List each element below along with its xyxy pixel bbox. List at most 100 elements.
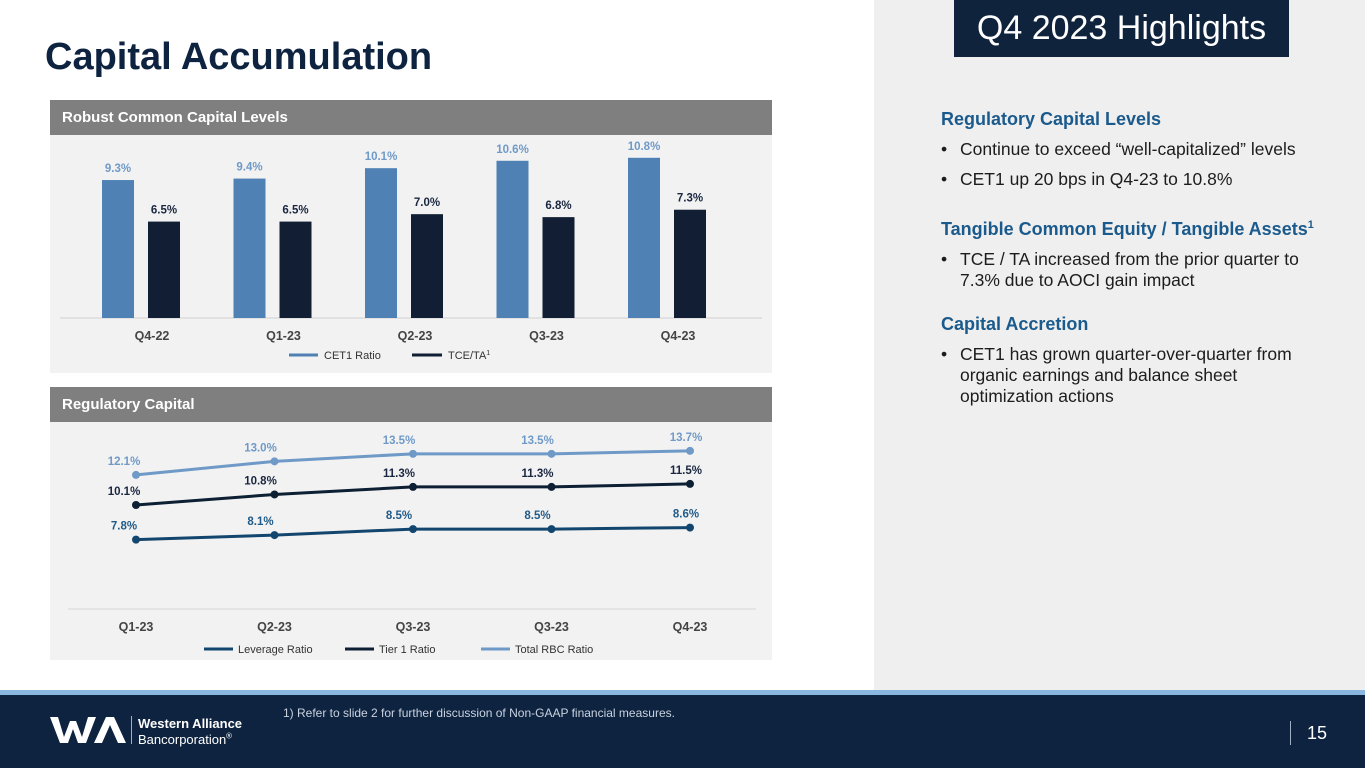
logo-name-line1: Western Alliance	[138, 716, 243, 731]
cet1-bar	[628, 157, 660, 318]
cet1-bar	[102, 180, 134, 318]
regulatory-capital-chart-panel: 12.1% 13.0% 13.5% 13.5% 13.7% 10.1% 10.8% 11.3%…	[50, 387, 772, 660]
data-label: 9.4%	[236, 162, 262, 174]
x-tick-label: Q2-23	[257, 620, 292, 634]
legend-label-leverage-ratio: Leverage Ratio	[238, 644, 313, 656]
data-label: 7.0%	[414, 197, 440, 209]
data-label: 8.1%	[247, 516, 273, 528]
footer-accent-line	[0, 690, 1365, 695]
leverage-ratio-point	[409, 525, 417, 534]
registered-mark: ®	[226, 731, 232, 741]
total-rbc-ratio-point	[270, 457, 279, 466]
cet1-bar	[233, 178, 266, 318]
bullet-text: Continue to exceed “well-capitalized” le…	[960, 139, 1296, 159]
highlights-heading-regulatory-capital: Regulatory Capital Levels	[941, 109, 1162, 129]
data-label: 8.6%	[673, 509, 699, 521]
western-alliance-logo-icon	[50, 717, 126, 743]
bullet-text: CET1 has grown quarter-over-quarter from…	[960, 344, 1292, 406]
legend-label-cet1: CET1 Ratio	[324, 350, 381, 362]
tce-ta-bar	[411, 214, 443, 318]
highlights-bullet: • CET1 up 20 bps in Q4-23 to 10.8%	[941, 169, 1331, 190]
x-tick-label: Q4-22	[135, 329, 170, 343]
highlights-panel	[874, 0, 1365, 690]
data-label: 11.3%	[522, 468, 554, 480]
x-tick-label: Q4-23	[673, 620, 708, 634]
tier-1-ratio-point	[132, 500, 140, 509]
total-rbc-ratio-point	[686, 446, 694, 455]
footer-bar	[0, 695, 1365, 768]
x-tick-label: Q3-23	[396, 620, 431, 634]
legend-label-tier-1-ratio: Tier 1 Ratio	[379, 644, 435, 656]
tier-1-ratio-point	[409, 482, 417, 491]
cet1-bar	[496, 160, 529, 318]
highlights-heading-capital-accretion: Capital Accretion	[941, 314, 1089, 334]
data-label: 10.1%	[108, 486, 141, 498]
highlights-bullet: • Continue to exceed “well-capitalized” …	[941, 139, 1331, 160]
footnote: 1) Refer to slide 2 for further discussi…	[283, 706, 675, 720]
logo-name-line2: Bancorporation®	[138, 732, 232, 747]
bullet-glyph: •	[941, 344, 948, 364]
tier-1-ratio-point	[270, 490, 279, 499]
bullet-text: CET1 up 20 bps in Q4-23 to 10.8%	[960, 169, 1233, 189]
tce-ta-bar	[279, 221, 312, 318]
bullet-glyph: •	[941, 249, 948, 269]
data-label: 13.7%	[670, 432, 703, 444]
regulatory-capital-chart: 12.1% 13.0% 13.5% 13.5% 13.7% 10.1% 10.8% 11.3%…	[68, 432, 756, 656]
footnote-marker: 1	[1307, 219, 1314, 231]
data-label: 7.8%	[111, 521, 137, 533]
capital-levels-chart: 9.3% 6.5% Q4-22 9.4% 6.5% Q1-23 10.1% 7.0% Q2-23…	[60, 141, 762, 362]
data-label: 11.5%	[670, 465, 702, 477]
logo-divider	[131, 716, 132, 744]
data-label: 8.5%	[386, 510, 412, 522]
highlights-badge: Q4 2023 Highlights	[954, 0, 1289, 57]
footnote-marker: 1	[486, 350, 490, 357]
data-label: 8.5%	[524, 510, 550, 522]
x-tick-label: Q3-23	[534, 620, 569, 634]
data-label: 6.8%	[545, 200, 571, 212]
capital-levels-chart-panel: 9.3% 6.5% Q4-22 9.4% 6.5% Q1-23 10.1% 7.0% Q2-23…	[50, 100, 772, 373]
bullet-text: TCE / TA increased from the prior quarte…	[960, 249, 1299, 290]
page-number-divider	[1290, 721, 1291, 745]
highlights-bullet: • TCE / TA increased from the prior quar…	[941, 249, 1331, 291]
data-label: 10.6%	[496, 144, 529, 156]
data-label: 11.3%	[383, 468, 415, 480]
tce-ta-bar	[542, 217, 575, 318]
leverage-ratio-point	[686, 523, 694, 532]
legend-label-tce-ta: TCE/TA1	[448, 350, 490, 362]
highlights-bullet: • CET1 has grown quarter-over-quarter fr…	[941, 344, 1331, 407]
total-rbc-ratio-point	[132, 470, 140, 479]
data-label: 10.1%	[365, 151, 398, 163]
data-label: 13.0%	[244, 442, 277, 454]
bullet-glyph: •	[941, 169, 948, 189]
data-label: 9.3%	[105, 163, 131, 175]
cet1-bar	[365, 168, 397, 318]
bullet-glyph: •	[941, 139, 948, 159]
heading-text: Tangible Common Equity / Tangible Assets	[941, 219, 1308, 239]
x-tick-label: Q2-23	[398, 329, 433, 343]
page-title: Capital Accumulation	[45, 36, 433, 78]
tce-ta-bar	[674, 209, 706, 318]
tce-ta-bar	[148, 221, 180, 318]
tier-1-ratio-point	[686, 479, 694, 488]
regulatory-capital-chart-title: Regulatory Capital	[50, 387, 772, 422]
legend-label-total-rbc-ratio: Total RBC Ratio	[515, 644, 593, 656]
data-label: 7.3%	[677, 193, 703, 205]
data-label: 10.8%	[628, 141, 661, 153]
x-tick-label: Q1-23	[119, 620, 154, 634]
leverage-ratio-point	[270, 531, 279, 540]
leverage-ratio-point	[132, 535, 140, 544]
leverage-ratio-point	[547, 525, 556, 534]
x-tick-label: Q3-23	[529, 329, 564, 343]
highlights-heading-tce-ta: Tangible Common Equity / Tangible Assets…	[941, 219, 1314, 240]
data-label: 6.5%	[151, 205, 177, 217]
x-tick-label: Q1-23	[266, 329, 301, 343]
data-label: 13.5%	[521, 435, 554, 447]
capital-levels-chart-title: Robust Common Capital Levels	[50, 100, 772, 135]
logo-name-text: Bancorporation	[138, 732, 227, 747]
total-rbc-ratio-point	[547, 449, 556, 458]
total-rbc-ratio-point	[409, 449, 417, 458]
data-label: 10.8%	[244, 475, 277, 487]
data-label: 13.5%	[383, 435, 416, 447]
tier-1-ratio-point	[547, 482, 556, 491]
data-label: 6.5%	[282, 205, 308, 217]
